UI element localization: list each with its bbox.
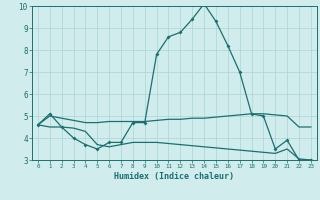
X-axis label: Humidex (Indice chaleur): Humidex (Indice chaleur) [115, 172, 234, 181]
